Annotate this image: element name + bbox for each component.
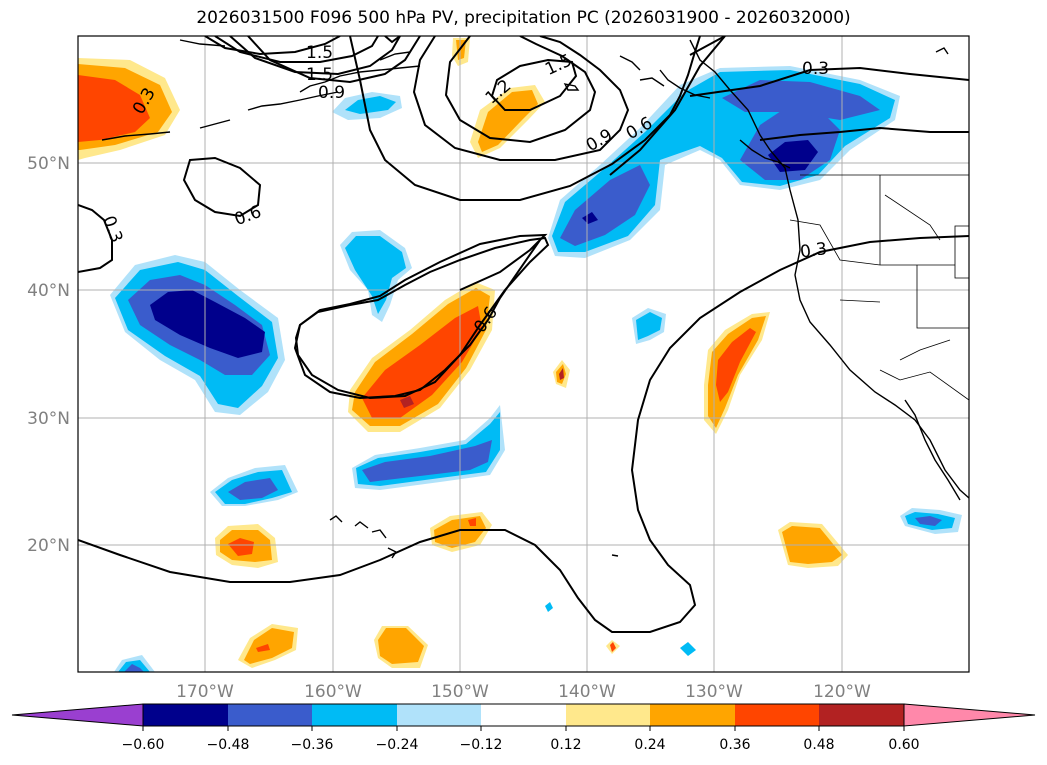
coastlines xyxy=(101,39,969,559)
political-borders xyxy=(789,174,969,401)
precip-negative-pnw xyxy=(548,66,900,258)
colorbar-tick-label: −0.48 xyxy=(207,737,250,753)
precip-tiny-marks xyxy=(545,602,696,656)
map-frame xyxy=(77,35,970,673)
precip-negative-central-north xyxy=(340,230,412,322)
precip-positive-gulf xyxy=(470,85,545,158)
latitude-label: 50°N xyxy=(27,154,70,174)
colorbar-swatch xyxy=(566,704,650,726)
colorbar-tick-label: 0.24 xyxy=(634,737,665,753)
pv-contours xyxy=(78,36,969,633)
precip-positive-east xyxy=(704,312,770,434)
colorbar-tick-label: −0.36 xyxy=(291,737,334,753)
colorbar-tick-label: 0.12 xyxy=(550,737,581,753)
latitude-label: 40°N xyxy=(27,281,70,301)
precip-positive-far-south-west xyxy=(238,624,298,668)
precip-negative-aleutian xyxy=(332,92,402,120)
longitude-label: 120°W xyxy=(813,682,871,702)
colorbar-swatch xyxy=(650,704,735,726)
contour-label: 0.9 xyxy=(318,83,345,103)
precip-negative-southeast xyxy=(900,508,962,534)
colorbar-swatch xyxy=(735,704,819,726)
colorbar-swatch xyxy=(228,704,312,726)
colorbar-swatch xyxy=(397,704,481,726)
longitude-label: 160°W xyxy=(304,682,362,702)
colorbar-swatch xyxy=(312,704,397,726)
colorbar-tick-label: −0.60 xyxy=(122,737,165,753)
longitude-axis: 170°W 160°W 150°W 140°W 130°W 120°W xyxy=(176,682,871,702)
precip-positive-far-south xyxy=(374,626,428,668)
longitude-label: 170°W xyxy=(176,682,234,702)
colorbar-tick-label: 0.48 xyxy=(803,737,834,753)
contour-label: 1.5 xyxy=(306,65,333,85)
contour-label: 0.3 xyxy=(802,59,829,79)
longitude-label: 140°W xyxy=(558,682,616,702)
colorbar: −0.60 −0.48 −0.36 −0.24 −0.12 0.12 0.24 … xyxy=(11,703,1036,753)
precip-positive-southwest xyxy=(215,524,278,568)
latitude-label: 30°N xyxy=(27,409,70,429)
precip-positive-tiny xyxy=(553,360,570,388)
map-title: 2026031500 F096 500 hPa PV, precipitatio… xyxy=(196,8,851,28)
precip-positive-nw xyxy=(78,58,180,160)
precip-negative-east-small xyxy=(632,308,666,344)
colorbar-swatch xyxy=(819,704,904,726)
colorbar-tick-label: −0.12 xyxy=(460,737,503,753)
latitude-label: 20°N xyxy=(27,536,70,556)
precip-negative-far-south-west xyxy=(114,655,155,672)
latitude-axis: 50°N 40°N 30°N 20°N xyxy=(27,154,70,556)
longitude-label: 130°W xyxy=(685,682,743,702)
longitude-label: 150°W xyxy=(431,682,489,702)
colorbar-swatch xyxy=(481,704,566,726)
colorbar-extend-low xyxy=(11,703,144,727)
colorbar-tick-label: −0.24 xyxy=(376,737,419,753)
contour-label: 0.3 xyxy=(799,239,829,263)
colorbar-extend-high xyxy=(903,703,1036,727)
colorbar-swatch xyxy=(143,704,228,726)
colorbar-tick-label: 0.36 xyxy=(719,737,750,753)
precipitation-shading xyxy=(78,38,962,672)
map-area: 1.5 1.5 0.9 0.3 1.2 1.5 0.9 0.6 0.3 0.3 … xyxy=(78,36,969,672)
precip-negative-west-central xyxy=(110,255,285,415)
precip-negative-southwest xyxy=(210,465,298,506)
precip-positive-central xyxy=(348,282,495,432)
colorbar-tick-label: 0.60 xyxy=(888,737,919,753)
contour-label: 1.5 xyxy=(306,43,333,63)
